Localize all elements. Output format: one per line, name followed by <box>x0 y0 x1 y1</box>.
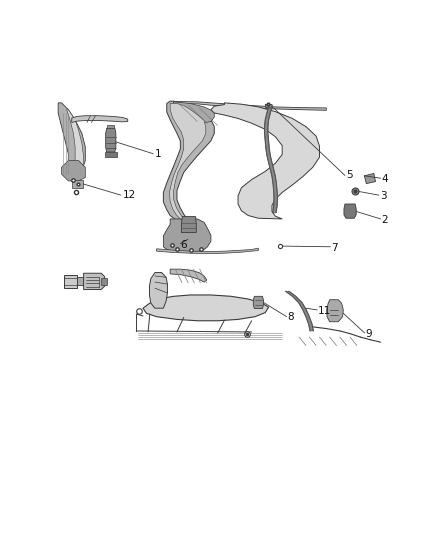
Polygon shape <box>67 110 84 177</box>
Polygon shape <box>286 291 314 331</box>
Polygon shape <box>265 104 273 108</box>
Text: 2: 2 <box>381 215 388 224</box>
Polygon shape <box>163 219 211 252</box>
Polygon shape <box>77 277 84 286</box>
Polygon shape <box>181 216 196 232</box>
Polygon shape <box>170 269 207 282</box>
Polygon shape <box>143 295 268 321</box>
Text: 5: 5 <box>346 171 353 181</box>
Text: 12: 12 <box>123 190 136 200</box>
Polygon shape <box>72 180 83 188</box>
Text: 8: 8 <box>288 312 294 322</box>
Polygon shape <box>61 160 85 181</box>
Polygon shape <box>173 102 214 123</box>
Polygon shape <box>364 173 375 184</box>
Text: 4: 4 <box>381 174 388 184</box>
Polygon shape <box>173 101 326 110</box>
Text: 6: 6 <box>180 240 187 250</box>
Polygon shape <box>84 273 105 289</box>
Polygon shape <box>253 296 264 309</box>
Polygon shape <box>101 278 107 285</box>
Text: 1: 1 <box>155 149 162 159</box>
Polygon shape <box>163 101 214 223</box>
Polygon shape <box>72 116 128 123</box>
Polygon shape <box>64 274 77 288</box>
Polygon shape <box>149 272 167 308</box>
Polygon shape <box>107 125 114 128</box>
Text: 3: 3 <box>380 191 387 201</box>
Polygon shape <box>170 103 206 219</box>
Polygon shape <box>106 128 116 152</box>
Text: 11: 11 <box>318 305 332 316</box>
Polygon shape <box>58 103 85 181</box>
Text: 7: 7 <box>332 243 338 253</box>
Polygon shape <box>105 152 117 157</box>
Polygon shape <box>327 300 343 322</box>
Text: 9: 9 <box>366 329 372 338</box>
Polygon shape <box>156 248 258 254</box>
Polygon shape <box>265 106 277 213</box>
Polygon shape <box>211 103 320 219</box>
Polygon shape <box>344 204 356 218</box>
